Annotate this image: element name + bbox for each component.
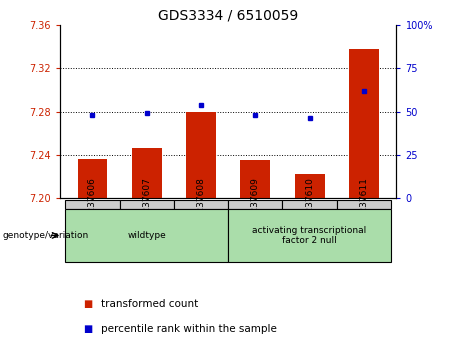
Text: GSM237611: GSM237611 <box>360 177 368 232</box>
Bar <box>349 48 379 198</box>
Text: ■: ■ <box>83 324 92 334</box>
Bar <box>65 200 120 209</box>
Title: GDS3334 / 6510059: GDS3334 / 6510059 <box>158 8 298 22</box>
Text: percentile rank within the sample: percentile rank within the sample <box>101 324 278 334</box>
Text: ■: ■ <box>83 299 92 309</box>
Text: GSM237608: GSM237608 <box>196 177 206 232</box>
Text: genotype/variation: genotype/variation <box>2 231 89 240</box>
Bar <box>283 200 337 209</box>
Bar <box>240 160 270 198</box>
Bar <box>120 200 174 209</box>
Text: wildtype: wildtype <box>127 231 166 240</box>
Bar <box>295 175 325 198</box>
Text: transformed count: transformed count <box>101 299 199 309</box>
Text: GSM237610: GSM237610 <box>305 177 314 232</box>
Bar <box>77 159 107 198</box>
Bar <box>228 200 283 209</box>
Bar <box>337 200 391 209</box>
Text: GSM237607: GSM237607 <box>142 177 151 232</box>
Bar <box>132 148 162 198</box>
Text: activating transcriptional
factor 2 null: activating transcriptional factor 2 null <box>253 226 367 245</box>
Bar <box>174 200 228 209</box>
Text: GSM237609: GSM237609 <box>251 177 260 232</box>
Bar <box>228 209 391 262</box>
Bar <box>65 209 228 262</box>
Text: GSM237606: GSM237606 <box>88 177 97 232</box>
Bar <box>186 112 216 198</box>
